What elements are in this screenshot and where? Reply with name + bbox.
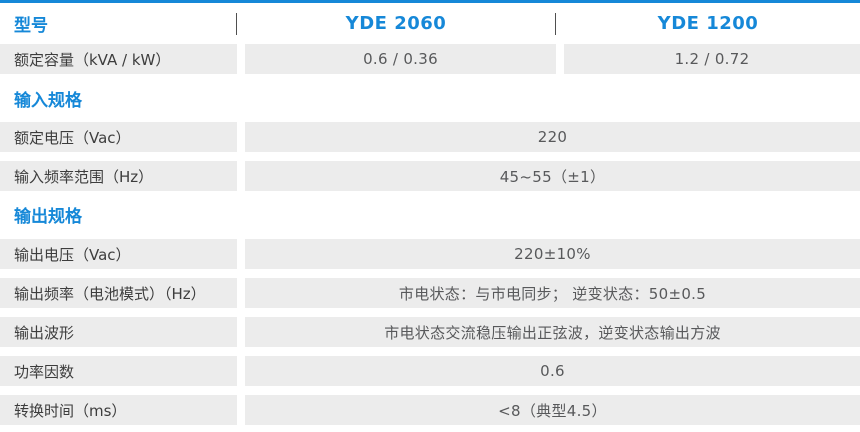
section-title-input-spec: 输入规格: [14, 91, 82, 111]
model-name-yde1200: YDE 1200: [657, 13, 759, 34]
cell-gap: [237, 122, 245, 152]
capacity-value-yde2060: 0.6 / 0.36: [245, 44, 556, 74]
model-header-label: 型号: [14, 16, 48, 36]
cell-gap: [237, 239, 245, 269]
section-title-output-spec: 输出规格: [14, 207, 82, 227]
table-row-output-waveform: 输出波形 市电状态交流稳压输出正弦波，逆变状态输出方波: [0, 317, 860, 347]
row-value-output-frequency: 市电状态：与市电同步； 逆变状态：50±0.5: [245, 278, 860, 308]
cell-gap: [237, 161, 245, 191]
cell-gap: [237, 395, 245, 425]
cell-gap: [237, 278, 245, 308]
column-divider: [555, 12, 556, 35]
model-header-row: 型号 YDE 2060 YDE 1200: [0, 3, 860, 44]
cell-gap: [237, 356, 245, 386]
column-divider: [236, 12, 237, 35]
row-label-output-voltage: 输出电压（Vac）: [0, 239, 237, 269]
row-value-input-frequency-range: 45~55（±1）: [245, 161, 860, 191]
row-value-power-factor: 0.6: [245, 356, 860, 386]
table-row-rated-capacity: 额定容量（kVA / kW） 0.6 / 0.36 1.2 / 0.72: [0, 44, 860, 74]
row-value-output-waveform: 市电状态交流稳压输出正弦波，逆变状态输出方波: [245, 317, 860, 347]
row-label-power-factor: 功率因数: [0, 356, 237, 386]
table-row-power-factor: 功率因数 0.6: [0, 356, 860, 386]
row-label-output-waveform: 输出波形: [0, 317, 237, 347]
row-value-output-voltage: 220±10%: [245, 239, 860, 269]
capacity-value-yde1200: 1.2 / 0.72: [564, 44, 860, 74]
top-accent-border: [0, 0, 860, 3]
cell-gap: [556, 44, 564, 74]
table-row-output-voltage: 输出电压（Vac） 220±10%: [0, 239, 860, 269]
row-value-rated-voltage: 220: [245, 122, 860, 152]
row-label-rated-capacity: 额定容量（kVA / kW）: [0, 44, 237, 74]
cell-gap: [237, 44, 245, 74]
row-label-input-frequency-range: 输入频率范围（Hz）: [0, 161, 237, 191]
model-name-yde2060: YDE 2060: [345, 13, 447, 34]
cell-gap: [237, 317, 245, 347]
row-label-rated-voltage: 额定电压（Vac）: [0, 122, 237, 152]
row-label-transfer-time: 转换时间（ms）: [0, 395, 237, 425]
table-row-transfer-time: 转换时间（ms） <8（典型4.5）: [0, 395, 860, 425]
table-row-input-frequency-range: 输入频率范围（Hz） 45~55（±1）: [0, 161, 860, 191]
row-value-transfer-time: <8（典型4.5）: [245, 395, 860, 425]
row-label-output-frequency: 输出频率（电池模式）（Hz）: [0, 278, 237, 308]
table-row-output-frequency: 输出频率（电池模式）（Hz） 市电状态：与市电同步； 逆变状态：50±0.5: [0, 278, 860, 308]
table-row-rated-voltage: 额定电压（Vac） 220: [0, 122, 860, 152]
